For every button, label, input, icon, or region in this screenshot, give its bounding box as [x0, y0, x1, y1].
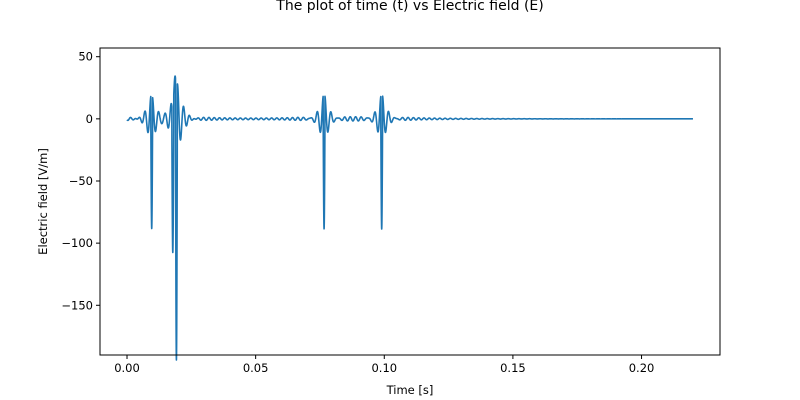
y-axis: −150 −100 −50 0 50	[61, 50, 100, 312]
x-tick-label: 0.10	[371, 361, 397, 375]
y-tick-label: −100	[61, 236, 93, 250]
chart-title: The plot of time (t) vs Electric field (…	[275, 0, 543, 14]
series-line	[126, 75, 694, 361]
x-tick-label: 0.00	[114, 361, 140, 375]
x-axis-label: Time [s]	[386, 383, 434, 397]
x-tick-label: 0.20	[629, 361, 655, 375]
y-tick-label: 0	[86, 112, 93, 126]
x-tick-label: 0.05	[243, 361, 269, 375]
x-tick-label: 0.15	[500, 361, 526, 375]
x-axis: 0.00 0.05 0.10 0.15 0.20	[114, 355, 654, 375]
y-axis-label: Electric field [V/m]	[36, 148, 50, 255]
y-tick-label: −150	[61, 298, 93, 312]
axes-frame	[99, 47, 721, 356]
y-tick-label: −50	[69, 174, 93, 188]
y-tick-label: 50	[78, 50, 93, 64]
plot-area	[99, 47, 721, 361]
